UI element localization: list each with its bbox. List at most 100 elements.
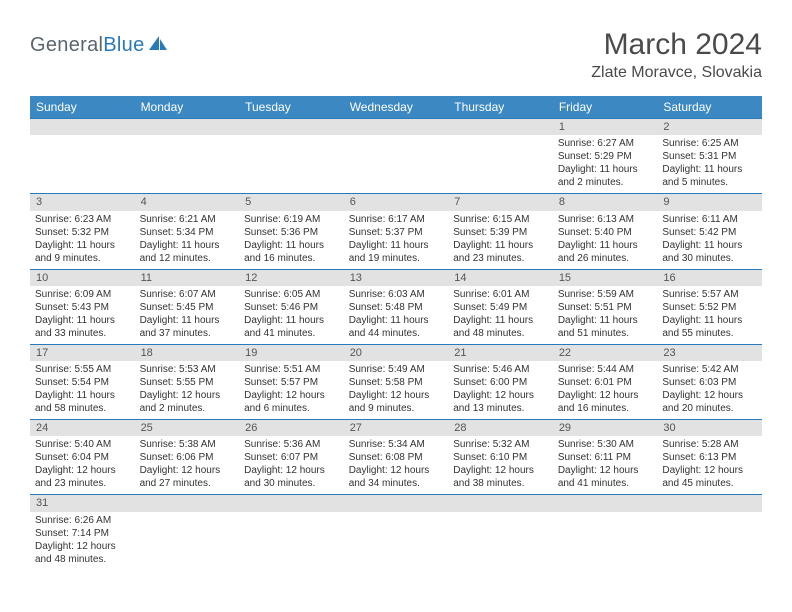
day-number-cell: 27 [344, 420, 449, 437]
day-number-cell: 28 [448, 420, 553, 437]
day-data-cell [448, 512, 553, 570]
sunset-text: Sunset: 5:55 PM [140, 376, 235, 389]
sunset-text: Sunset: 5:29 PM [558, 150, 653, 163]
sunrise-text: Sunrise: 5:57 AM [662, 288, 757, 301]
day-data-cell: Sunrise: 6:11 AMSunset: 5:42 PMDaylight:… [657, 211, 762, 270]
day-number-cell: 11 [135, 269, 240, 286]
day-number-cell [448, 119, 553, 136]
daylight-text-1: Daylight: 11 hours [662, 163, 757, 176]
daylight-text-1: Daylight: 12 hours [244, 464, 339, 477]
sunset-text: Sunset: 5:39 PM [453, 226, 548, 239]
daylight-text-2: and 48 minutes. [453, 327, 548, 340]
day-number-cell: 10 [30, 269, 135, 286]
weekday-header: Friday [553, 96, 658, 119]
sail-icon [147, 34, 169, 57]
daylight-text-2: and 41 minutes. [244, 327, 339, 340]
daylight-text-1: Daylight: 12 hours [244, 389, 339, 402]
daylight-text-2: and 9 minutes. [349, 402, 444, 415]
day-number-cell [239, 495, 344, 512]
sunset-text: Sunset: 5:57 PM [244, 376, 339, 389]
sunrise-text: Sunrise: 6:07 AM [140, 288, 235, 301]
daylight-text-1: Daylight: 12 hours [662, 464, 757, 477]
daylight-text-1: Daylight: 11 hours [349, 314, 444, 327]
sunrise-text: Sunrise: 6:21 AM [140, 213, 235, 226]
daylight-text-1: Daylight: 11 hours [140, 239, 235, 252]
daylight-text-2: and 26 minutes. [558, 252, 653, 265]
day-number-cell: 5 [239, 194, 344, 211]
day-data-cell: Sunrise: 5:55 AMSunset: 5:54 PMDaylight:… [30, 361, 135, 420]
daylight-text-1: Daylight: 11 hours [35, 389, 130, 402]
sunrise-text: Sunrise: 6:01 AM [453, 288, 548, 301]
day-data-cell [657, 512, 762, 570]
day-data-cell: Sunrise: 5:32 AMSunset: 6:10 PMDaylight:… [448, 436, 553, 495]
day-number-cell: 3 [30, 194, 135, 211]
sunset-text: Sunset: 5:43 PM [35, 301, 130, 314]
daylight-text-2: and 12 minutes. [140, 252, 235, 265]
day-number-cell: 23 [657, 344, 762, 361]
day-data-cell: Sunrise: 6:17 AMSunset: 5:37 PMDaylight:… [344, 211, 449, 270]
calendar-table: SundayMondayTuesdayWednesdayThursdayFrid… [30, 96, 762, 570]
sunrise-text: Sunrise: 6:27 AM [558, 137, 653, 150]
daylight-text-2: and 16 minutes. [244, 252, 339, 265]
location-text: Zlate Moravce, Slovakia [591, 64, 762, 82]
daylight-text-2: and 41 minutes. [558, 477, 653, 490]
day-data-cell: Sunrise: 5:57 AMSunset: 5:52 PMDaylight:… [657, 286, 762, 345]
sunrise-text: Sunrise: 5:51 AM [244, 363, 339, 376]
daylight-text-2: and 20 minutes. [662, 402, 757, 415]
day-data-cell [344, 135, 449, 194]
day-number-cell [135, 119, 240, 136]
day-data-cell: Sunrise: 5:44 AMSunset: 6:01 PMDaylight:… [553, 361, 658, 420]
day-number-cell [448, 495, 553, 512]
sunrise-text: Sunrise: 6:11 AM [662, 213, 757, 226]
daylight-text-2: and 23 minutes. [453, 252, 548, 265]
daylight-text-1: Daylight: 11 hours [244, 314, 339, 327]
day-data-cell: Sunrise: 6:26 AMSunset: 7:14 PMDaylight:… [30, 512, 135, 570]
sunrise-text: Sunrise: 5:38 AM [140, 438, 235, 451]
daylight-text-1: Daylight: 11 hours [35, 314, 130, 327]
day-number-cell: 6 [344, 194, 449, 211]
day-number-cell: 9 [657, 194, 762, 211]
daylight-text-2: and 38 minutes. [453, 477, 548, 490]
weekday-header: Thursday [448, 96, 553, 119]
sunset-text: Sunset: 5:34 PM [140, 226, 235, 239]
daylight-text-1: Daylight: 11 hours [244, 239, 339, 252]
day-data-cell [30, 135, 135, 194]
day-number-cell: 7 [448, 194, 553, 211]
sunrise-text: Sunrise: 6:17 AM [349, 213, 444, 226]
daylight-text-1: Daylight: 12 hours [140, 389, 235, 402]
day-number-cell: 26 [239, 420, 344, 437]
day-number-cell: 12 [239, 269, 344, 286]
day-data-cell: Sunrise: 6:23 AMSunset: 5:32 PMDaylight:… [30, 211, 135, 270]
calendar-body: 12 Sunrise: 6:27 AMSunset: 5:29 PM Dayligh… [30, 119, 762, 570]
sunset-text: Sunset: 5:40 PM [558, 226, 653, 239]
day-data-cell: Sunrise: 5:36 AMSunset: 6:07 PMDaylight:… [239, 436, 344, 495]
sunrise-text: Sunrise: 5:59 AM [558, 288, 653, 301]
sunset-text: Sunset: 6:00 PM [453, 376, 548, 389]
day-data-cell [135, 135, 240, 194]
sunset-text: Sunset: 5:52 PM [662, 301, 757, 314]
day-number-cell: 4 [135, 194, 240, 211]
daylight-text-2: and 34 minutes. [349, 477, 444, 490]
sunset-text: Sunset: 5:54 PM [35, 376, 130, 389]
daylight-text-1: Daylight: 11 hours [140, 314, 235, 327]
sunrise-text: Sunrise: 6:03 AM [349, 288, 444, 301]
day-data-cell: Sunrise: 6:05 AMSunset: 5:46 PMDaylight:… [239, 286, 344, 345]
day-number-cell [344, 495, 449, 512]
day-number-cell: 24 [30, 420, 135, 437]
daylight-text-2: and 13 minutes. [453, 402, 548, 415]
day-data-cell [448, 135, 553, 194]
sunset-text: Sunset: 6:04 PM [35, 451, 130, 464]
day-data-cell [239, 512, 344, 570]
daylight-text-1: Daylight: 12 hours [453, 389, 548, 402]
day-data-cell: Sunrise: 6:21 AMSunset: 5:34 PMDaylight:… [135, 211, 240, 270]
daylight-text-2: and 44 minutes. [349, 327, 444, 340]
day-data-cell: Sunrise: 5:51 AMSunset: 5:57 PMDaylight:… [239, 361, 344, 420]
day-data-cell: Sunrise: 6:25 AMSunset: 5:31 PMDaylight:… [657, 135, 762, 194]
day-number-cell: 21 [448, 344, 553, 361]
weekday-header: Monday [135, 96, 240, 119]
day-number-cell: 13 [344, 269, 449, 286]
day-number-cell: 31 [30, 495, 135, 512]
day-number-cell: 16 [657, 269, 762, 286]
daylight-text-2: and 19 minutes. [349, 252, 444, 265]
daylight-text-1: Daylight: 11 hours [35, 239, 130, 252]
